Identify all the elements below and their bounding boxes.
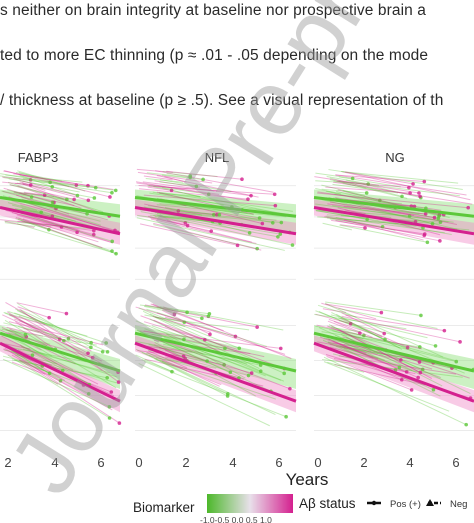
x-tick-label: 2 [360,455,367,470]
x-axis-label: Years [286,470,329,489]
x-tick-label: 2 [182,455,189,470]
legend-colorbar [207,494,293,513]
panel-title-fabp3: FABP3 [18,150,58,165]
x-tick-label: 4 [229,455,236,470]
figure: FABP3 NFL NG 2 4 6 0 2 4 6 0 2 4 6 Years… [0,150,474,523]
facet-panel [0,301,122,448]
x-tick-label: 4 [51,455,58,470]
x-tick-label: 0 [314,455,321,470]
facet-panel [0,170,121,295]
legend-colorbar-ticks: -1.0-0.5 0.0 0.5 1.0 [200,515,272,523]
facet-panel [313,301,474,448]
legend-pos-label: Pos (+) [390,499,421,510]
x-tick-label: 4 [406,455,413,470]
body-text-line-3: / thickness at baseline (p ≥ .5). See a … [0,92,444,109]
legend-abeta-title: Aβ status [299,496,356,511]
x-tick-label: 6 [275,455,282,470]
facet-panel [313,169,474,295]
legend-biomarker-title: Biomarker [133,500,195,515]
legend-neg-label: Neg [450,499,467,510]
x-tick-label: 0 [135,455,142,470]
panel-title-nfl: NFL [205,150,230,165]
body-text-line-2: ted to more EC thinning (p ≈ .01 - .05 d… [0,47,429,64]
panel-title-ng: NG [385,150,405,165]
x-tick-label: 6 [452,455,459,470]
body-text-line-1: s neither on brain integrity at baseline… [0,2,427,19]
facet-panel [134,168,297,295]
x-tick-label: 6 [97,455,104,470]
facet-panel [134,303,297,448]
legend-neg-triangle-icon [426,499,434,506]
legend-pos-point-icon [371,500,377,506]
x-tick-label: 2 [4,455,11,470]
